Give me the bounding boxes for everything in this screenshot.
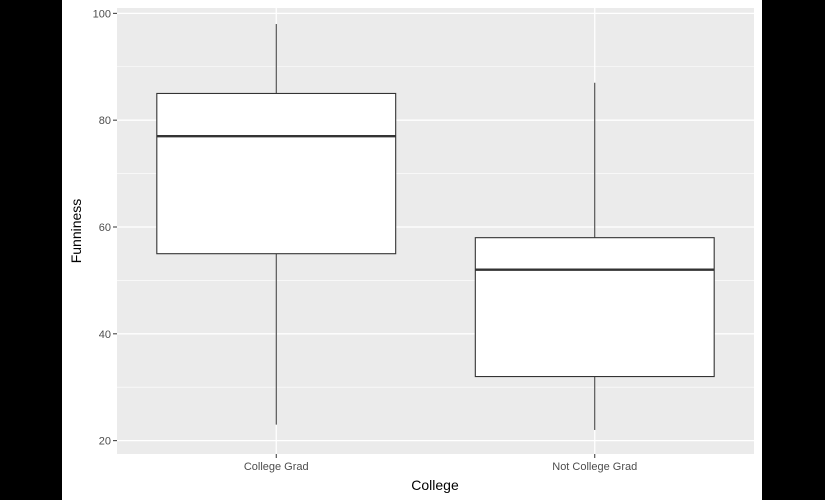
- box-iqr: [156, 92, 397, 255]
- y-axis-title: Funniness: [68, 199, 84, 264]
- y-tick-label: 40: [99, 329, 111, 341]
- box-group-1: [156, 24, 397, 425]
- x-tick-label: Not College Grad: [552, 461, 637, 473]
- y-axis: 20 40 60 80 100: [93, 8, 117, 448]
- y-tick-label: 80: [99, 115, 111, 127]
- y-tick-label: 20: [99, 436, 111, 448]
- x-axis: College Grad Not College Grad: [244, 454, 637, 473]
- box-iqr: [474, 237, 715, 378]
- plot-canvas: 20 40 60 80 100 College Grad Not College Grad…: [62, 0, 762, 500]
- boxplot-chart: 20 40 60 80 100 College Grad Not College Grad…: [68, 8, 754, 493]
- x-axis-title: College: [411, 477, 459, 493]
- y-tick-label: 60: [99, 222, 111, 234]
- x-tick-label: College Grad: [244, 461, 309, 473]
- y-tick-label: 100: [93, 8, 111, 20]
- box-group-2: [474, 82, 715, 430]
- boxes-layer: [156, 24, 715, 430]
